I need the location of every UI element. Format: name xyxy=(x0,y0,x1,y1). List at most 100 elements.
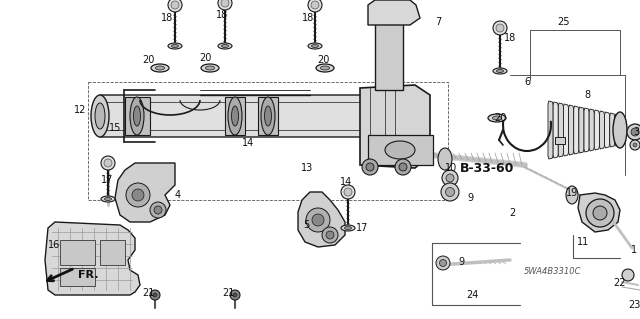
Ellipse shape xyxy=(344,226,351,229)
Polygon shape xyxy=(100,95,400,137)
Ellipse shape xyxy=(101,196,115,202)
Text: 23: 23 xyxy=(628,300,640,310)
Circle shape xyxy=(593,206,607,220)
Polygon shape xyxy=(595,110,600,150)
Polygon shape xyxy=(600,111,605,149)
Ellipse shape xyxy=(205,66,214,70)
Text: 8: 8 xyxy=(584,90,590,100)
Circle shape xyxy=(493,21,507,35)
Circle shape xyxy=(306,208,330,232)
Circle shape xyxy=(622,269,634,281)
Circle shape xyxy=(126,183,150,207)
Ellipse shape xyxy=(151,64,169,72)
Polygon shape xyxy=(584,108,589,152)
Ellipse shape xyxy=(91,95,109,137)
Circle shape xyxy=(442,170,458,186)
Ellipse shape xyxy=(385,141,415,159)
Polygon shape xyxy=(563,104,568,156)
Circle shape xyxy=(633,143,637,147)
Ellipse shape xyxy=(399,163,407,171)
Text: 3: 3 xyxy=(633,127,639,137)
Ellipse shape xyxy=(201,64,219,72)
Text: 16: 16 xyxy=(48,240,60,250)
Polygon shape xyxy=(258,97,278,135)
Circle shape xyxy=(230,290,240,300)
Circle shape xyxy=(150,290,160,300)
Text: 18: 18 xyxy=(302,13,314,23)
Circle shape xyxy=(311,1,319,9)
Text: 4: 4 xyxy=(175,190,181,200)
Ellipse shape xyxy=(232,106,239,126)
Ellipse shape xyxy=(168,43,182,49)
Text: 18: 18 xyxy=(504,33,516,43)
Circle shape xyxy=(312,214,324,226)
Ellipse shape xyxy=(228,97,242,135)
Text: 2: 2 xyxy=(509,208,515,218)
Ellipse shape xyxy=(172,44,179,48)
Circle shape xyxy=(168,0,182,12)
Text: 20: 20 xyxy=(317,55,329,65)
Polygon shape xyxy=(225,97,245,135)
Circle shape xyxy=(154,206,162,214)
Polygon shape xyxy=(578,193,620,232)
Circle shape xyxy=(341,185,355,199)
Ellipse shape xyxy=(134,106,141,126)
Ellipse shape xyxy=(362,159,378,175)
Text: 24: 24 xyxy=(466,290,478,300)
Circle shape xyxy=(326,231,334,239)
Text: 9: 9 xyxy=(467,193,473,203)
Bar xyxy=(375,22,403,90)
Circle shape xyxy=(496,24,504,32)
Text: 21: 21 xyxy=(222,288,234,298)
Circle shape xyxy=(150,202,166,218)
Text: 14: 14 xyxy=(242,138,254,148)
Circle shape xyxy=(436,256,450,270)
Text: 6: 6 xyxy=(524,77,530,87)
Ellipse shape xyxy=(264,106,271,126)
Circle shape xyxy=(627,124,640,140)
Polygon shape xyxy=(298,192,345,247)
Polygon shape xyxy=(605,112,610,148)
Ellipse shape xyxy=(95,103,105,129)
Circle shape xyxy=(446,174,454,182)
Ellipse shape xyxy=(438,148,452,170)
Ellipse shape xyxy=(130,97,144,135)
Polygon shape xyxy=(115,163,175,222)
Text: 18: 18 xyxy=(161,13,173,23)
Circle shape xyxy=(132,189,144,201)
Polygon shape xyxy=(568,105,573,155)
Polygon shape xyxy=(558,103,563,157)
Circle shape xyxy=(218,0,232,10)
Polygon shape xyxy=(615,114,620,146)
Circle shape xyxy=(153,293,157,297)
Text: B-33-60: B-33-60 xyxy=(460,161,515,174)
Polygon shape xyxy=(610,113,615,147)
Ellipse shape xyxy=(488,114,506,122)
Polygon shape xyxy=(360,85,430,168)
Polygon shape xyxy=(573,106,579,154)
Ellipse shape xyxy=(493,116,502,120)
Polygon shape xyxy=(553,102,558,158)
Text: 18: 18 xyxy=(216,10,228,20)
Text: 13: 13 xyxy=(301,163,313,173)
Circle shape xyxy=(322,227,338,243)
Text: 20: 20 xyxy=(494,113,506,123)
Ellipse shape xyxy=(613,112,627,148)
Text: 12: 12 xyxy=(74,105,86,115)
Text: 19: 19 xyxy=(566,188,578,198)
Circle shape xyxy=(233,293,237,297)
Text: 14: 14 xyxy=(340,177,352,187)
Bar xyxy=(555,137,565,144)
Ellipse shape xyxy=(395,159,411,175)
Text: 17: 17 xyxy=(101,175,113,185)
Text: 25: 25 xyxy=(557,17,569,27)
Circle shape xyxy=(221,0,229,7)
Text: 11: 11 xyxy=(577,237,589,247)
Ellipse shape xyxy=(104,197,111,201)
Ellipse shape xyxy=(316,64,334,72)
Text: FR.: FR. xyxy=(78,270,99,280)
Circle shape xyxy=(101,156,115,170)
Ellipse shape xyxy=(156,66,164,70)
Ellipse shape xyxy=(221,44,228,48)
Polygon shape xyxy=(368,0,420,25)
